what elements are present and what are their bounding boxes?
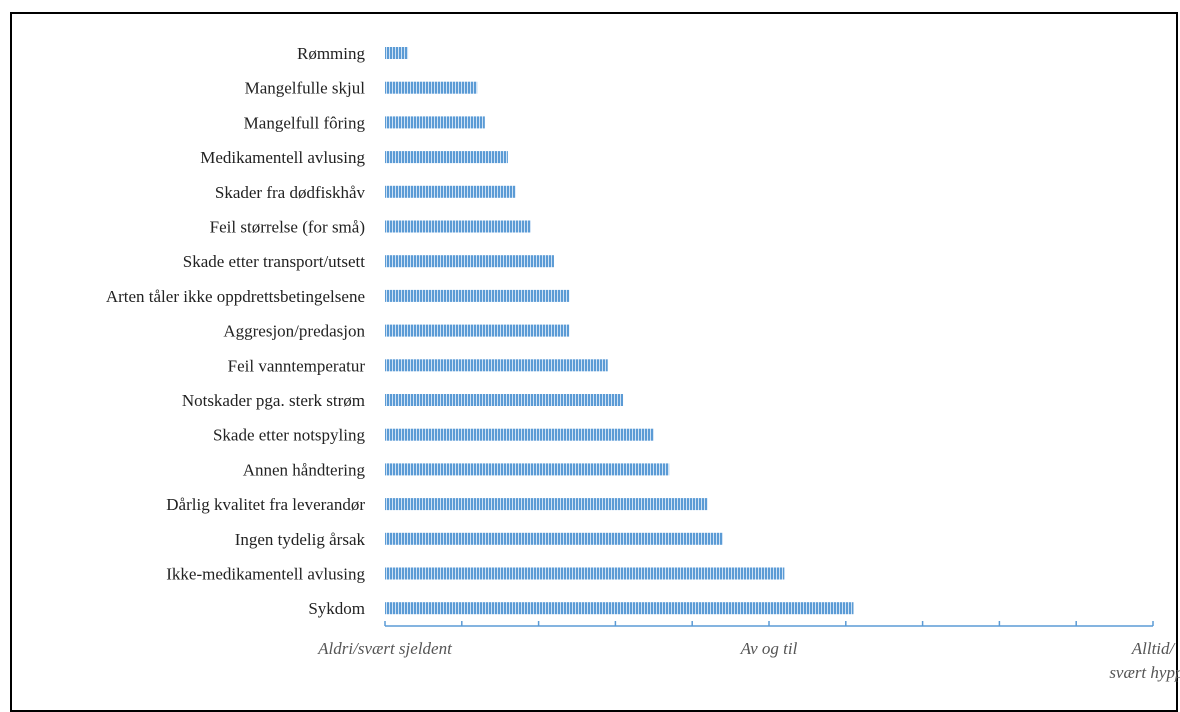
bar — [385, 324, 570, 337]
category-label: Ingen tydelig årsak — [235, 530, 366, 549]
bar — [385, 220, 531, 233]
bar — [385, 532, 723, 545]
x-tick-label: Alltid/svært hyppig — [1109, 639, 1180, 682]
category-label: Rømming — [297, 44, 366, 63]
bar — [385, 255, 554, 268]
category-label: Notskader pga. sterk strøm — [182, 391, 365, 410]
bar — [385, 185, 516, 198]
category-label: Skade etter transport/utsett — [183, 252, 366, 271]
bar — [385, 81, 478, 94]
bar — [385, 498, 708, 511]
bar — [385, 359, 608, 372]
category-label: Feil vanntemperatur — [228, 356, 366, 375]
category-label: Mangelfull fôring — [244, 113, 366, 132]
category-label: Ikke-medikamentell avlusing — [166, 565, 365, 584]
bar — [385, 151, 508, 164]
bar — [385, 289, 570, 302]
bar — [385, 428, 654, 441]
category-label: Feil størrelse (for små) — [210, 218, 365, 237]
category-label: Annen håndtering — [243, 460, 366, 479]
bar — [385, 463, 670, 476]
category-label: Aggresjon/predasjon — [223, 322, 365, 341]
bar — [385, 47, 409, 59]
x-tick-label: Av og til — [740, 639, 798, 658]
bar — [385, 567, 785, 580]
category-label: Skader fra dødfiskhåv — [215, 183, 366, 202]
category-label: Dårlig kvalitet fra leverandør — [166, 495, 365, 514]
category-label: Sykdom — [308, 599, 365, 618]
category-label: Mangelfulle skjul — [245, 79, 366, 98]
bar — [385, 394, 624, 406]
category-label: Arten tåler ikke oppdrettsbetingelsene — [106, 287, 365, 306]
category-label: Medikamentell avlusing — [200, 148, 365, 167]
bar — [385, 602, 854, 615]
category-label: Skade etter notspyling — [213, 426, 366, 445]
x-tick-label: Aldri/svært sjeldent — [317, 639, 453, 658]
bar — [385, 116, 485, 129]
chart: Rømming Mangelfulle skjul Mangelfull fôrin… — [106, 44, 1180, 682]
